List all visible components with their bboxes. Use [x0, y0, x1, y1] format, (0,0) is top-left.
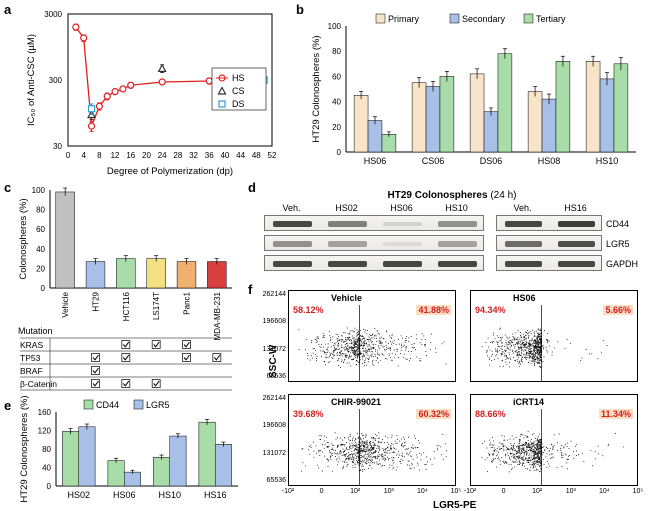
flow-panel-2: CHIR-9902139.68%60.32% — [288, 394, 456, 486]
svg-text:HS06: HS06 — [364, 156, 387, 166]
svg-text:Tertiary: Tertiary — [536, 14, 566, 24]
svg-text:β-Catenin: β-Catenin — [20, 379, 57, 389]
svg-text:20: 20 — [142, 151, 151, 160]
svg-text:CS: CS — [232, 86, 245, 96]
svg-text:HT29 Colonospheres (%): HT29 Colonospheres (%) — [311, 35, 322, 142]
svg-text:MDA-MB-231: MDA-MB-231 — [213, 291, 222, 340]
svg-text:40: 40 — [36, 245, 45, 254]
panel-e-chart: 0 40 80 120 160 HT29 Colonospheres (%) HS02 HS0… — [16, 398, 242, 508]
svg-text:8: 8 — [97, 151, 102, 160]
panel-label-c: c — [4, 180, 11, 195]
svg-text:HCT116: HCT116 — [122, 291, 131, 321]
svg-text:DS06: DS06 — [480, 156, 503, 166]
svg-text:CD44: CD44 — [96, 400, 119, 410]
svg-text:120: 120 — [38, 427, 52, 436]
svg-text:Degree of Polymerization (d: Degree of Polymerization (dp) — [107, 166, 233, 177]
panel-label-a: a — [4, 2, 11, 17]
svg-text:HS16: HS16 — [204, 490, 227, 500]
flow-panel-3: iCRT1488.66%11.34% — [470, 394, 638, 486]
svg-text:60: 60 — [36, 225, 45, 234]
svg-text:40: 40 — [220, 151, 229, 160]
svg-text:IC₅₀ of Anti-CSC (µM): IC₅₀ of Anti-CSC (µM) — [26, 34, 37, 126]
svg-text:LGR5: LGR5 — [146, 400, 170, 410]
svg-text:Panc1: Panc1 — [183, 291, 192, 314]
svg-text:80: 80 — [332, 47, 341, 56]
panel-label-d: d — [248, 180, 256, 195]
svg-text:HS10: HS10 — [158, 490, 181, 500]
svg-text:20: 20 — [332, 123, 341, 132]
svg-text:HS10: HS10 — [596, 156, 619, 166]
svg-text:TP53: TP53 — [20, 353, 41, 363]
svg-text:24: 24 — [158, 151, 167, 160]
panel-label-e: e — [4, 398, 11, 413]
panel-a-chart: 3030030000481216202428323640444852Degree… — [20, 8, 278, 178]
svg-text:30: 30 — [53, 142, 62, 151]
svg-text:16: 16 — [126, 151, 135, 160]
svg-text:60: 60 — [332, 72, 341, 81]
svg-text:3000: 3000 — [44, 10, 62, 19]
svg-text:HS08: HS08 — [538, 156, 561, 166]
svg-text:48: 48 — [252, 151, 261, 160]
svg-text:40: 40 — [42, 464, 51, 473]
svg-text:0: 0 — [41, 284, 46, 293]
svg-text:80: 80 — [42, 445, 51, 454]
svg-text:100: 100 — [32, 186, 46, 195]
svg-text:Vehicle: Vehicle — [61, 291, 70, 317]
panel-f-flow: Vehicle58.12%41.88%262144196608131072655… — [262, 288, 644, 508]
svg-text:HS02: HS02 — [67, 490, 90, 500]
svg-text:Secondary: Secondary — [462, 14, 506, 24]
svg-text:32: 32 — [189, 151, 198, 160]
svg-text:HS06: HS06 — [113, 490, 136, 500]
svg-text:KRAS: KRAS — [20, 340, 43, 350]
svg-text:4: 4 — [81, 151, 86, 160]
svg-text:160: 160 — [38, 408, 52, 417]
flow-panel-1: HS0694.34%5.66% — [470, 290, 638, 382]
svg-text:Colonospheres (%): Colonospheres (%) — [18, 198, 29, 279]
svg-text:Primary: Primary — [388, 14, 419, 24]
panel-c-chart: 0 20 40 60 80 100Colonospheres (%) Vehicle HT29… — [16, 186, 236, 406]
svg-text:0: 0 — [66, 151, 71, 160]
svg-text:HS: HS — [232, 73, 245, 83]
panel-label-b: b — [296, 2, 304, 17]
svg-text:Mutation: Mutation — [18, 326, 53, 336]
svg-text:BRAF: BRAF — [20, 366, 43, 376]
panel-label-f: f — [248, 282, 252, 297]
svg-text:36: 36 — [205, 151, 214, 160]
svg-text:12: 12 — [111, 151, 120, 160]
panel-d-title: HT29 Colonospheres (24 h) — [264, 190, 640, 201]
svg-text:HT29 Colonospheres (%): HT29 Colonospheres (%) — [19, 395, 30, 502]
svg-text:52: 52 — [268, 151, 277, 160]
svg-text:HT29: HT29 — [92, 291, 101, 311]
svg-text:40: 40 — [332, 98, 341, 107]
svg-text:DS: DS — [232, 99, 245, 109]
svg-text:0: 0 — [337, 148, 342, 157]
svg-text:LS174T: LS174T — [152, 292, 161, 320]
svg-text:28: 28 — [173, 151, 182, 160]
panel-d-blot: HT29 Colonospheres (24 h)Veh.HS02HS06HS1… — [264, 190, 640, 273]
svg-text:0: 0 — [47, 482, 52, 491]
flow-panel-0: Vehicle58.12%41.88% — [288, 290, 456, 382]
svg-text:80: 80 — [36, 206, 45, 215]
svg-text:300: 300 — [49, 76, 63, 85]
panel-b-chart: 0 20 40 60 80 100 HT29 Colonospheres (%) HS06 CS… — [308, 8, 640, 178]
svg-text:100: 100 — [328, 22, 342, 31]
svg-text:20: 20 — [36, 264, 45, 273]
svg-text:44: 44 — [236, 151, 245, 160]
svg-text:CS06: CS06 — [422, 156, 445, 166]
